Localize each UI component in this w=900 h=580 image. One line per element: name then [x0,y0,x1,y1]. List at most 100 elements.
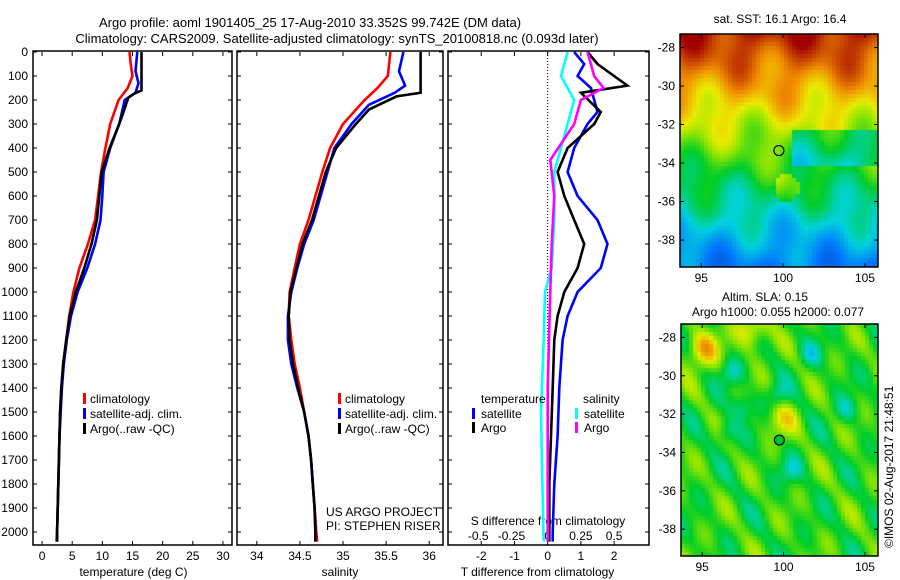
lat-tick-label: -34 [658,156,676,170]
y-tick-label: 300 [8,117,28,131]
x-tick-label: 5 [69,549,76,563]
x-tick-label: 35.5 [374,549,398,563]
x-tick-label: 35 [336,549,350,563]
pi-label: PI: STEPHEN RISER [326,519,441,533]
figure-title-line2: Climatology: CARS2009. Satellite-adjuste… [75,31,598,46]
x-tick-label: 0 [39,549,46,563]
x-tick-label: 20 [156,549,170,563]
sst-map-axes: 95 100 105 -28 -30 -32 -34 -36 -38 [658,33,879,285]
y-tick-label: 1500 [1,405,28,419]
legend-label: satellite-adj. clim. [345,407,437,421]
map-frame [680,323,879,557]
x-tick-label: -1 [509,549,520,563]
y-tick-label: 1200 [1,333,28,347]
lat-tick-label: -28 [658,40,676,54]
lat-tick-label: -36 [659,484,677,498]
y-tick-label: 400 [8,141,28,155]
legend-label: climatology [345,392,405,406]
legend-title-salinity: salinity [583,392,620,406]
x-tick-label: 10 [96,549,110,563]
x-tick-label: 30 [216,549,230,563]
sst-map-image [680,34,878,267]
y-tick-label: 100 [8,69,28,83]
legend-swatch [338,423,341,434]
legend-swatch [83,393,86,404]
x-tick-label: 34.5 [288,549,312,563]
legend-title-temperature: temperature [481,392,546,406]
lat-tick-label: -30 [658,79,676,93]
y-tick-label: 1100 [2,309,28,323]
legend-swatch [472,422,475,433]
x-tick-label: -2 [476,549,487,563]
s-tick-label: 0.5 [606,529,623,543]
argo-position-marker [773,434,785,446]
x-axis-label: T difference from climatology [461,565,615,579]
y-tick-label: 500 [8,165,28,179]
lon-tick-label: 105 [855,560,875,574]
lon-tick-label: 95 [695,560,709,574]
argo-position-marker [773,144,785,157]
y-tick-label: 700 [8,213,28,227]
y-tick-label: 1000 [1,285,28,299]
x-axis-label: temperature (deg C) [79,565,187,579]
project-label: US ARGO PROJECT [326,505,441,519]
legend-swatch [83,423,86,434]
y-tick-label: 1600 [1,429,28,443]
y-tick-label: 2000 [1,525,28,539]
temperature-panel: 0100200300400500600700800900100011001200… [1,45,233,579]
x-tick-label: 0 [544,549,551,563]
y-tick-label: 1400 [1,381,28,395]
lon-tick-label: 105 [855,271,875,285]
sst-map-title: sat. SST: 16.1 Argo: 16.4 [714,12,847,26]
series-line-argo-raw-qc- [287,52,422,542]
x-tick-label: 2 [611,549,618,563]
legend-label: Argo(..raw -QC) [90,422,175,436]
x-tick-label: 1 [578,549,585,563]
legend-label: satellite [584,407,625,421]
sla-map-title-1: Altim. SLA: 0.15 [722,290,808,304]
legend-label: Argo [481,421,507,435]
series-line-t-argo [547,51,631,542]
lat-tick-label: -32 [658,118,676,132]
s-tick-label: -0.25 [498,529,526,543]
lat-tick-label: -38 [659,522,677,536]
y-tick-label: 1300 [1,357,28,371]
lon-tick-label: 95 [695,271,709,285]
legend-swatch [472,408,475,419]
y-tick-label: 1900 [1,501,28,515]
x-tick-label: 25 [186,549,200,563]
lat-tick-label: -28 [659,330,677,344]
series-line-s-argo [546,51,606,542]
lat-tick-label: -30 [659,369,677,383]
salinity-panel: 34 34.5 35 35.5 36 salinity climatologysatelli… [236,50,444,579]
lat-tick-label: -36 [658,195,676,209]
legend-label: Argo(..raw -QC) [345,422,430,436]
series-line-argo-raw-qc- [55,52,143,542]
x-tick-label: 34 [250,549,264,563]
lat-tick-label: -32 [659,407,677,421]
legend-swatch [338,408,341,419]
y-tick-label: 800 [8,237,28,251]
lat-tick-label: -34 [659,445,677,459]
legend-swatch [575,408,578,419]
sla-map-axes: 95 100 105 -28 -30 -32 -34 -36 -38 [659,323,879,574]
lon-tick-label: 100 [773,271,793,285]
sla-map-title-2: Argo h1000: 0.055 h2000: 0.077 [692,305,864,319]
y-tick-label: 0 [21,45,28,59]
legend-swatch [575,422,578,433]
lon-tick-label: 100 [774,560,794,574]
y-tick-label: 1800 [1,477,28,491]
s-tick-label: -0.5 [468,529,489,543]
lat-tick-label: -38 [658,233,676,247]
credit-label: ©IMOS 02-Aug-2017 21:48:51 [882,385,896,548]
legend-label: Argo [584,421,610,435]
legend-swatch [83,408,86,419]
y-tick-label: 1700 [1,453,28,467]
x-tick-label: 36 [423,549,437,563]
s-tick-label: 0.25 [569,529,593,543]
differences-axes-frame [447,50,650,546]
legend-label: satellite [481,407,522,421]
map-frame [679,33,879,268]
